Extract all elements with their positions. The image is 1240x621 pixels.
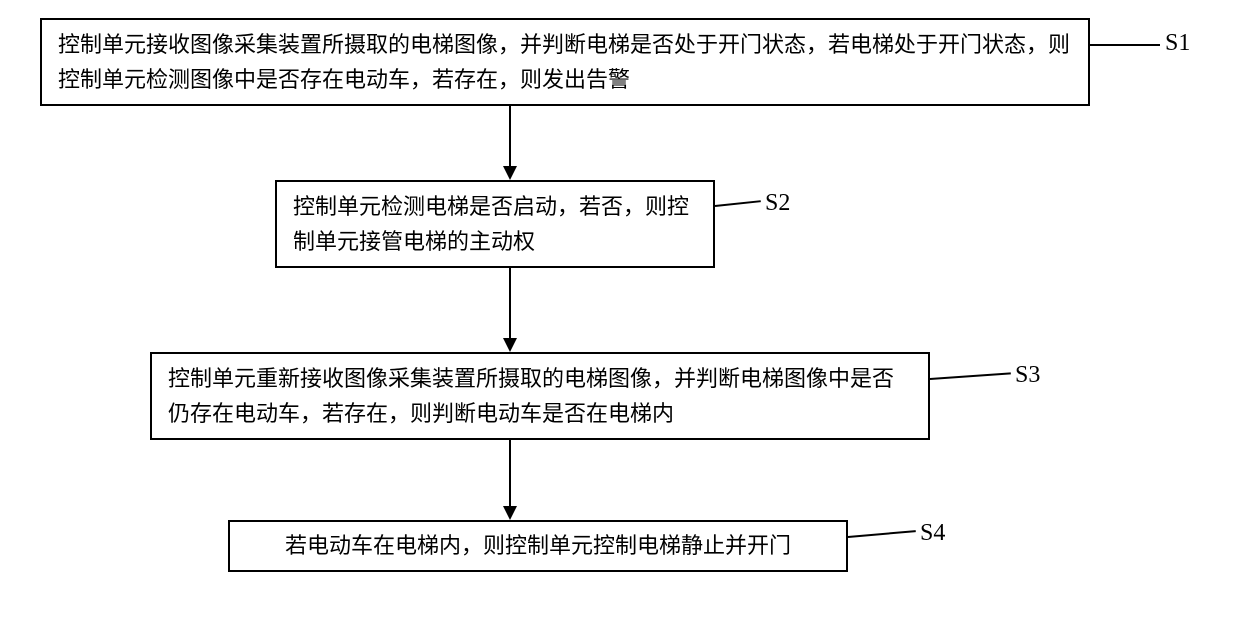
arrow-head-s3-s4 — [503, 506, 517, 520]
flowchart-container: 控制单元接收图像采集装置所摄取的电梯图像，并判断电梯是否处于开门状态，若电梯处于… — [0, 0, 1240, 621]
label-s2: S2 — [765, 190, 790, 217]
connector-s4 — [848, 530, 916, 538]
connector-s3 — [930, 372, 1011, 380]
step-s2-text: 控制单元检测电梯是否启动，若否，则控制单元接管电梯的主动权 — [293, 189, 697, 259]
flowchart-step-s1: 控制单元接收图像采集装置所摄取的电梯图像，并判断电梯是否处于开门状态，若电梯处于… — [40, 18, 1090, 106]
arrow-s1-s2 — [509, 106, 511, 168]
step-s3-text: 控制单元重新接收图像采集装置所摄取的电梯图像，并判断电梯图像中是否仍存在电动车，… — [168, 361, 912, 431]
label-s4: S4 — [920, 520, 945, 547]
arrow-s2-s3 — [509, 268, 511, 340]
arrow-s3-s4 — [509, 440, 511, 508]
label-s1: S1 — [1165, 30, 1190, 57]
step-s1-text: 控制单元接收图像采集装置所摄取的电梯图像，并判断电梯是否处于开门状态，若电梯处于… — [58, 27, 1072, 97]
arrow-head-s1-s2 — [503, 166, 517, 180]
step-s4-text: 若电动车在电梯内，则控制单元控制电梯静止并开门 — [246, 528, 830, 563]
flowchart-step-s2: 控制单元检测电梯是否启动，若否，则控制单元接管电梯的主动权 — [275, 180, 715, 268]
arrow-head-s2-s3 — [503, 338, 517, 352]
flowchart-step-s3: 控制单元重新接收图像采集装置所摄取的电梯图像，并判断电梯图像中是否仍存在电动车，… — [150, 352, 930, 440]
flowchart-step-s4: 若电动车在电梯内，则控制单元控制电梯静止并开门 — [228, 520, 848, 572]
connector-s2 — [715, 200, 761, 207]
label-s3: S3 — [1015, 362, 1040, 389]
connector-s1 — [1090, 44, 1160, 46]
